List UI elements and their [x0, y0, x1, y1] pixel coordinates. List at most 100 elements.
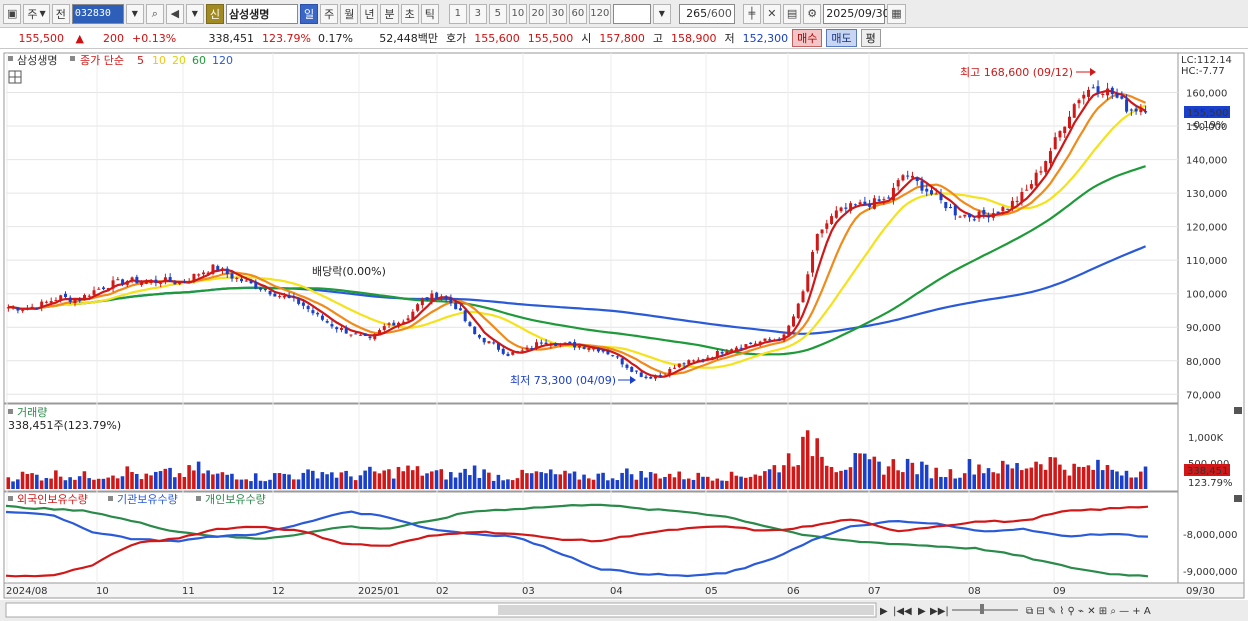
gear-icon[interactable]: ⚙ [803, 3, 822, 24]
minute-option-1[interactable]: 1 [448, 3, 467, 24]
candle-body [192, 273, 196, 282]
volume-bar [691, 479, 696, 489]
volume-ratio: 123.79% [262, 31, 311, 45]
panel-close-icon[interactable] [1234, 407, 1242, 414]
volume-bar [663, 476, 667, 489]
period-minute[interactable]: 분 [380, 3, 399, 24]
eval-button[interactable]: 평 [860, 29, 881, 47]
volume-bar [134, 473, 139, 489]
period-day[interactable]: 일 [299, 3, 319, 24]
candle-body [711, 357, 715, 359]
volume-bar [144, 473, 149, 489]
candle-body [92, 290, 96, 295]
candle-body [601, 350, 605, 352]
minute-option-30[interactable]: 30 [548, 3, 567, 24]
volume-bar [587, 478, 591, 489]
price-panel[interactable] [3, 52, 1179, 404]
volume-bar [558, 474, 563, 489]
sell-button[interactable]: 매도 [826, 29, 857, 47]
candle-body [73, 299, 77, 304]
minute-option-60[interactable]: 60 [568, 3, 587, 24]
volume-bar [154, 471, 158, 489]
date-field[interactable]: 2025/09/30 [823, 3, 890, 24]
volume-bar [981, 473, 986, 489]
volume-bar [330, 472, 334, 489]
current-volume-pct: 123.79% [1188, 478, 1233, 489]
candle-body [121, 279, 125, 285]
save-icon[interactable]: ▤ [782, 3, 802, 24]
volume-bar [843, 469, 848, 489]
volume-bar [73, 479, 77, 489]
scroll-start-icon[interactable]: |◀◀ [893, 606, 912, 617]
period-second[interactable]: 초 [400, 3, 419, 24]
candle-body [311, 310, 315, 314]
volume-bar [472, 465, 477, 489]
candle-body [625, 364, 629, 368]
prev-button[interactable]: 전 [51, 3, 70, 24]
low-annotation: 최저 73,300 (04/09) [510, 374, 616, 387]
panel-close-icon[interactable] [1234, 495, 1242, 502]
buy-button[interactable]: 매수 [792, 29, 823, 47]
credit-badge[interactable]: 신 [205, 3, 224, 24]
volume-bar [1005, 464, 1010, 489]
candle-body [378, 330, 382, 336]
period-year[interactable]: 년 [360, 3, 379, 24]
candle-body [630, 366, 634, 372]
volume-bar [163, 468, 168, 489]
minute-option-3[interactable]: 3 [468, 3, 487, 24]
period-tick[interactable]: 틱 [420, 3, 439, 24]
stock-code-input[interactable]: 032830 [71, 3, 124, 24]
scroll-play-icon[interactable]: ▶ [918, 606, 926, 617]
low-price: 152,300 [742, 31, 789, 45]
scroll-right-icon[interactable]: ▶ [880, 606, 888, 617]
candle-body [225, 268, 229, 275]
candle-body [1048, 151, 1052, 164]
minute-option-10[interactable]: 10 [508, 3, 527, 24]
volume-bar [358, 475, 363, 489]
stock-chart[interactable]: 삼성생명 종가 단순 5 10 20 60 120 최고 168,600 (09… [0, 49, 1248, 621]
volume-bar [506, 479, 510, 489]
price-y-tick: 120,000 [1186, 223, 1227, 234]
candle-body [1082, 94, 1086, 99]
period-month[interactable]: 월 [340, 3, 359, 24]
scrollbar-thumb[interactable] [498, 605, 874, 615]
volume-bar [225, 474, 229, 489]
window-icon[interactable]: ▣ [3, 3, 22, 24]
candle-body [796, 303, 800, 318]
scroll-end-icon[interactable]: ▶▶| [930, 606, 949, 617]
toolbar-shapes-icon[interactable]: ⧉ ⊟ ✎ ⌇ ⚲ ⌁ ✕ ⊞ ⌕ — + A [1026, 606, 1151, 617]
volume-bar [991, 472, 996, 489]
search-icon[interactable]: ⌕ [145, 3, 164, 24]
candle-type-icon[interactable]: ╪ [742, 3, 761, 24]
drawing-tool-icon[interactable]: ✕ [762, 3, 781, 24]
turnover-rate: 0.17% [318, 31, 353, 45]
volume-bar [111, 475, 115, 489]
candle-body [140, 282, 144, 285]
x-axis-area [3, 582, 1245, 599]
speaker-icon[interactable]: ◀ [165, 3, 184, 24]
type-select[interactable]: 주 ▼ [23, 3, 50, 24]
x-axis-labels: 2024/08 10 11 12 2025/01 02 03 04 05 06 07 08 09 [6, 586, 1066, 597]
bar-count-field[interactable]: 265/600 [678, 3, 735, 24]
candle-body [63, 293, 67, 298]
zoom-slider-handle[interactable] [980, 604, 984, 614]
minute-option-5[interactable]: 5 [488, 3, 507, 24]
speaker-dropdown[interactable]: ▼ [185, 3, 204, 24]
candle-body [439, 296, 443, 298]
custom-period-input[interactable] [612, 3, 651, 24]
volume-panel-subtitle: 338,451주(123.79%) [8, 419, 121, 432]
volume-bar [934, 467, 938, 489]
candle-body [1106, 88, 1110, 96]
legend-square-icon [70, 56, 75, 61]
custom-period-dropdown[interactable]: ▼ [652, 3, 671, 24]
calendar-icon[interactable]: ▦ [887, 3, 906, 24]
volume-bar [1039, 464, 1043, 489]
code-dropdown-button[interactable]: ▼ [125, 3, 144, 24]
stock-name-field[interactable]: 삼성생명 [225, 3, 298, 24]
minute-option-120[interactable]: 120 [588, 3, 611, 24]
period-week[interactable]: 주 [320, 3, 339, 24]
minute-option-20[interactable]: 20 [528, 3, 547, 24]
volume-bar [334, 477, 339, 489]
ma-legend-60: 60 [192, 54, 206, 67]
candle-body [320, 315, 324, 320]
